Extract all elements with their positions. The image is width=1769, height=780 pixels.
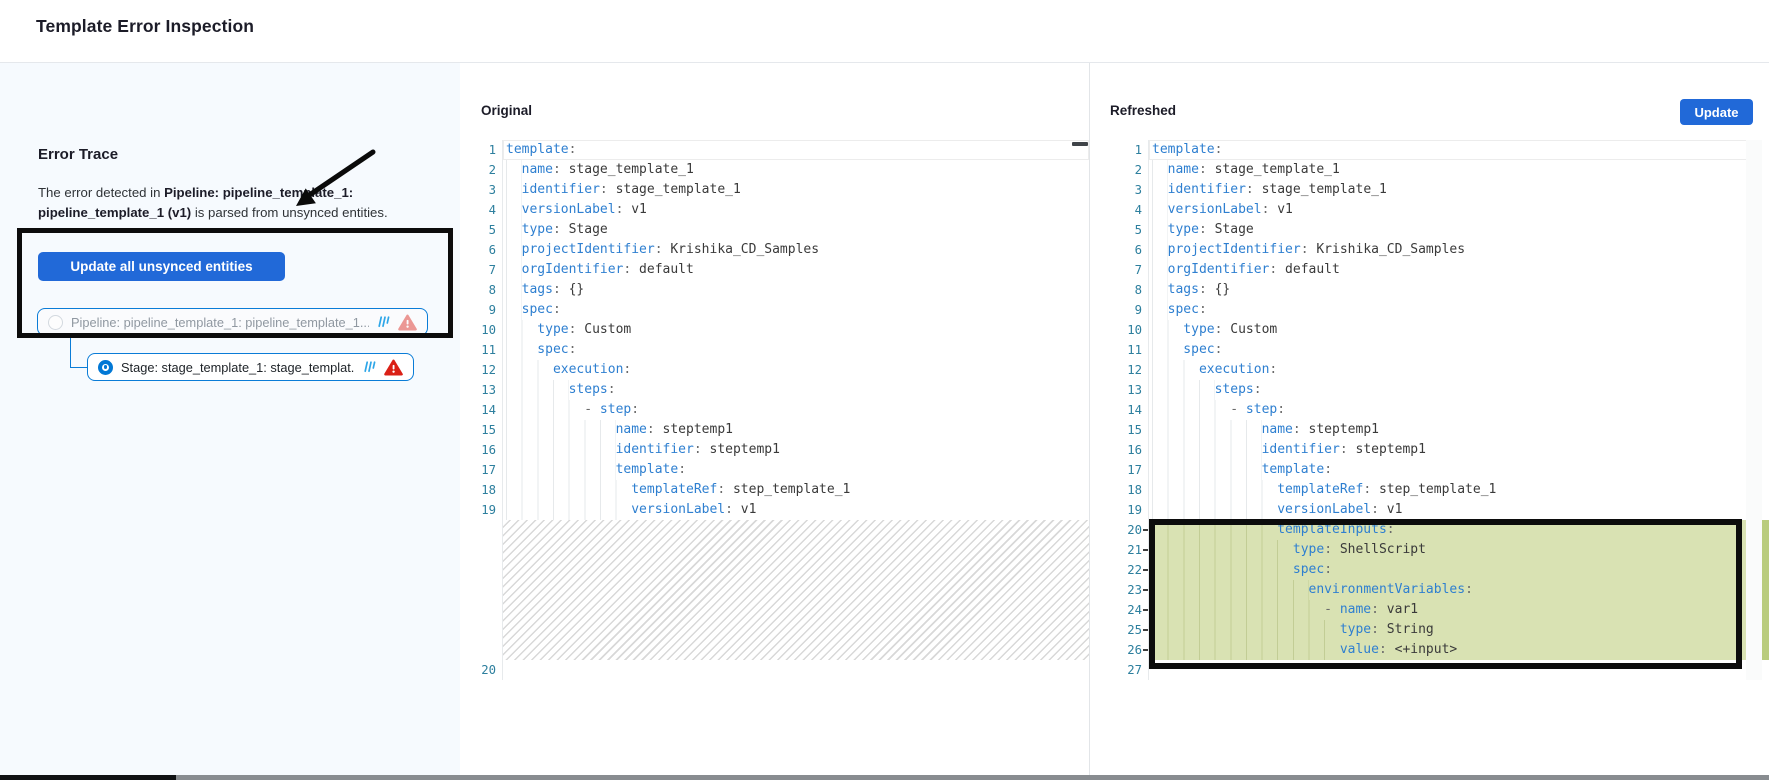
scrollbar-added-lines-marker	[1762, 520, 1769, 660]
template-library-icon	[378, 316, 390, 328]
tree-item-pipeline-label: Pipeline: pipeline_template_1: pipeline_…	[71, 314, 369, 330]
error-description-suffix: is parsed from unsynced entities.	[191, 204, 388, 220]
editor-scrollbar-track[interactable]	[1746, 140, 1762, 680]
tree-item-pipeline[interactable]: Pipeline: pipeline_template_1: pipeline_…	[37, 308, 428, 336]
update-button[interactable]: Update	[1680, 99, 1753, 125]
tree-item-stage-label: Stage: stage_template_1: stage_templat..…	[121, 359, 355, 375]
original-panel-title: Original	[481, 103, 533, 118]
template-library-icon	[364, 361, 376, 373]
error-trace-heading: Error Trace	[38, 146, 119, 163]
refreshed-code-editor[interactable]: 1 template: 2 name: stage_template_1 3 identi…	[1104, 140, 1762, 680]
tree-item-stage[interactable]: Stage: stage_template_1: stage_templat..…	[87, 353, 414, 381]
radio-selected-icon[interactable]	[98, 359, 113, 375]
page-header: Template Error Inspection	[0, 0, 1769, 63]
radio-unselected-icon[interactable]	[48, 314, 63, 330]
update-all-unsynced-entities-button[interactable]: Update all unsynced entities	[38, 252, 285, 281]
page-title: Template Error Inspection	[36, 16, 255, 36]
error-trace-sidebar: Error Trace The error detected in Pipeli…	[0, 63, 460, 780]
progress-bar	[0, 775, 1769, 780]
refreshed-panel-title: Refreshed	[1110, 103, 1177, 118]
error-description: The error detected in Pipeline: pipeline…	[38, 183, 394, 222]
error-description-prefix: The error detected in	[38, 185, 165, 200]
warning-triangle-icon	[384, 359, 403, 375]
progress-bar-elapsed	[0, 775, 176, 780]
tree-connector-line	[70, 336, 88, 368]
original-code-editor[interactable]: 1 template: 2 name: stage_template_1 3 identi…	[460, 140, 1089, 680]
editor-sash-handle[interactable]	[1072, 142, 1088, 146]
warning-triangle-icon	[398, 314, 417, 330]
